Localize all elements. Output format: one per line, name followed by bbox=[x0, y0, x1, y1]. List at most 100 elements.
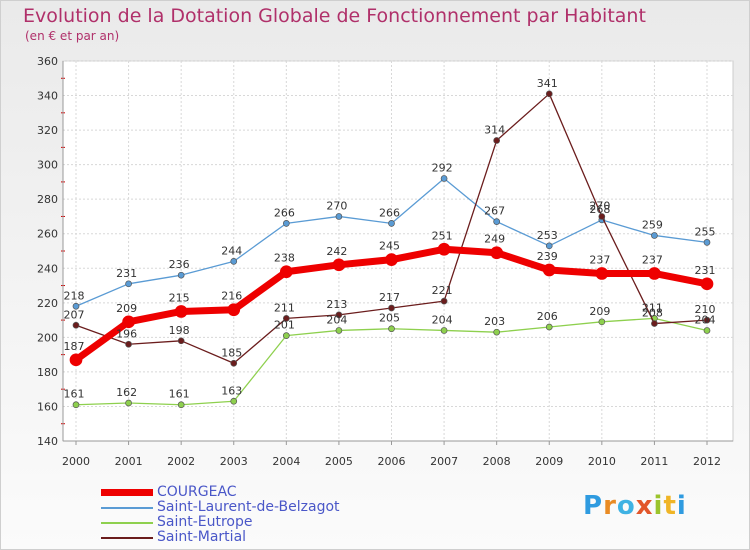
data-label-saint-laurent-de-belzagot: 253 bbox=[537, 229, 558, 242]
y-tick-label: 320 bbox=[37, 124, 58, 137]
data-point-saint-martial bbox=[388, 304, 395, 312]
data-label-courgeac: 187 bbox=[64, 340, 85, 353]
data-point-saint-laurent-de-belzagot bbox=[703, 239, 711, 246]
data-label-saint-laurent-de-belzagot: 267 bbox=[484, 205, 505, 218]
data-label-saint-martial: 185 bbox=[221, 346, 242, 359]
data-label-saint-eutrope: 161 bbox=[169, 388, 190, 401]
data-point-saint-laurent-de-belzagot bbox=[335, 213, 343, 220]
data-point-saint-laurent-de-belzagot bbox=[388, 220, 395, 227]
data-point-saint-laurent-de-belzagot bbox=[230, 258, 238, 265]
data-point-courgeac bbox=[122, 315, 135, 329]
data-point-saint-martial bbox=[545, 90, 553, 98]
legend-label: COURGEAC bbox=[157, 484, 237, 500]
data-point-courgeac bbox=[437, 242, 451, 256]
legend-label: Saint-Eutrope bbox=[157, 514, 253, 530]
data-label-saint-martial: 270 bbox=[589, 199, 610, 212]
data-label-saint-martial: 213 bbox=[326, 298, 347, 311]
data-label-saint-martial: 196 bbox=[116, 327, 137, 340]
data-point-saint-martial bbox=[440, 297, 448, 305]
data-label-saint-laurent-de-belzagot: 266 bbox=[379, 206, 400, 219]
data-label-saint-laurent-de-belzagot: 255 bbox=[695, 225, 716, 238]
data-point-courgeac bbox=[332, 258, 346, 272]
data-point-saint-eutrope bbox=[282, 332, 290, 339]
y-tick-label: 180 bbox=[37, 366, 58, 379]
data-label-courgeac: 237 bbox=[642, 253, 663, 266]
data-point-saint-martial bbox=[282, 315, 290, 322]
legend-swatch bbox=[101, 537, 153, 539]
data-label-saint-eutrope: 204 bbox=[695, 313, 716, 326]
data-label-saint-laurent-de-belzagot: 218 bbox=[64, 289, 85, 302]
data-label-courgeac: 239 bbox=[537, 250, 558, 263]
data-point-courgeac bbox=[648, 267, 661, 280]
chart-title: Evolution de la Dotation Globale de Fonc… bbox=[23, 5, 646, 27]
data-label-saint-eutrope: 204 bbox=[326, 313, 347, 326]
axis-layer: 140 160 180 200 220 240 260 280 300 320 340 360 2000… bbox=[37, 55, 733, 468]
data-point-saint-laurent-de-belzagot bbox=[282, 220, 290, 227]
data-point-saint-martial bbox=[72, 321, 80, 329]
data-point-saint-eutrope bbox=[335, 327, 343, 334]
data-label-saint-martial: 217 bbox=[379, 291, 400, 304]
plot-area bbox=[62, 60, 734, 442]
x-tick-label: 2010 bbox=[588, 455, 616, 468]
data-label-saint-martial: 208 bbox=[642, 307, 663, 320]
data-label-saint-eutrope: 163 bbox=[221, 384, 242, 397]
data-point-saint-martial bbox=[651, 320, 658, 327]
data-label-saint-laurent-de-belzagot: 259 bbox=[642, 218, 663, 231]
data-label-saint-eutrope: 211 bbox=[642, 301, 663, 314]
x-tick-label: 2002 bbox=[167, 455, 195, 468]
data-point-courgeac bbox=[700, 277, 714, 291]
y-tick-label: 280 bbox=[37, 193, 58, 206]
series-layer bbox=[69, 90, 714, 409]
data-point-saint-martial bbox=[177, 337, 185, 345]
y-tick-label: 160 bbox=[37, 400, 58, 413]
y-tick-label: 200 bbox=[37, 331, 58, 344]
data-point-saint-martial bbox=[703, 316, 711, 324]
data-label-saint-eutrope: 203 bbox=[484, 315, 505, 328]
data-label-saint-laurent-de-belzagot: 231 bbox=[116, 267, 137, 280]
data-point-saint-martial bbox=[598, 213, 606, 220]
legend-swatch bbox=[101, 522, 153, 524]
data-label-saint-eutrope: 205 bbox=[379, 312, 400, 325]
data-point-saint-eutrope bbox=[493, 328, 501, 336]
data-label-saint-eutrope: 201 bbox=[274, 319, 295, 332]
x-tick-label: 2003 bbox=[220, 455, 248, 468]
data-label-saint-eutrope: 204 bbox=[432, 313, 453, 326]
x-tick-label: 2009 bbox=[535, 455, 563, 468]
data-point-saint-martial bbox=[125, 340, 132, 348]
data-label-courgeac: 242 bbox=[326, 245, 347, 258]
data-point-courgeac bbox=[69, 353, 83, 367]
legend-label: Saint-Martial bbox=[157, 529, 247, 545]
legend-label: Saint-Laurent-de-Belzagot bbox=[157, 499, 340, 515]
data-point-saint-eutrope bbox=[440, 327, 448, 334]
y-tick-label: 300 bbox=[37, 159, 58, 172]
data-label-saint-eutrope: 162 bbox=[116, 386, 137, 399]
data-label-saint-martial: 221 bbox=[432, 284, 453, 297]
data-point-saint-eutrope bbox=[125, 399, 132, 407]
data-label-saint-martial: 210 bbox=[695, 303, 716, 316]
data-point-saint-eutrope bbox=[545, 323, 553, 331]
data-label-courgeac: 251 bbox=[432, 229, 453, 242]
proxiti-logo: Proxiti bbox=[583, 491, 687, 521]
data-label-saint-martial: 314 bbox=[484, 123, 505, 136]
data-label-courgeac: 238 bbox=[274, 252, 295, 265]
chart-subtitle: (en € et par an) bbox=[25, 29, 120, 43]
data-point-saint-laurent-de-belzagot bbox=[72, 302, 80, 310]
x-tick-label: 2007 bbox=[430, 455, 458, 468]
x-tick-label: 2011 bbox=[640, 455, 668, 468]
data-label-courgeac: 249 bbox=[484, 233, 505, 246]
data-label-courgeac: 216 bbox=[221, 290, 242, 303]
data-label-saint-eutrope: 206 bbox=[537, 310, 558, 323]
data-point-courgeac bbox=[279, 265, 293, 279]
y-tick-label: 140 bbox=[37, 435, 58, 448]
data-label-courgeac: 231 bbox=[695, 264, 716, 277]
data-label-saint-laurent-de-belzagot: 270 bbox=[326, 199, 347, 212]
data-point-saint-laurent-de-belzagot bbox=[125, 280, 132, 288]
data-point-courgeac bbox=[595, 267, 609, 280]
data-label-saint-martial: 198 bbox=[169, 324, 190, 337]
data-point-saint-martial bbox=[493, 137, 501, 144]
data-label-saint-martial: 211 bbox=[274, 301, 295, 314]
data-label-courgeac: 237 bbox=[589, 253, 610, 266]
data-point-saint-laurent-de-belzagot bbox=[177, 271, 185, 279]
